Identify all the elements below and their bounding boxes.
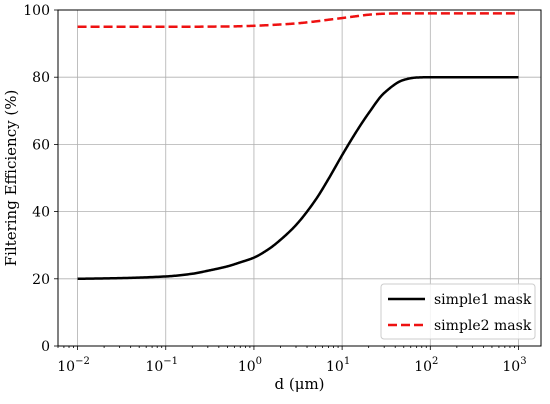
x-tick-label: 10−1 (145, 356, 178, 375)
series-line-2 (77, 12, 519, 29)
y-tick-label: 80 (32, 70, 50, 86)
legend: simple1 mask simple2 mask (380, 283, 536, 340)
x-tick-label: 100 (238, 356, 262, 375)
y-tick-label: 60 (32, 137, 50, 153)
plot-frame (57, 9, 542, 347)
y-axis-label: Filtering Efficiency (%) (2, 90, 20, 267)
series-layer (77, 12, 519, 281)
ticks-layer: 10−2 10−1 100 101 102 103 0 20 40 60 80 100 (23, 3, 526, 375)
x-tick-label: 103 (502, 356, 526, 375)
x-tick-label: 101 (326, 356, 350, 375)
legend-label-simple2: simple2 mask (434, 318, 532, 334)
x-tick-label: 10−2 (57, 356, 90, 375)
y-tick-label: 0 (41, 339, 50, 355)
y-tick-label: 20 (32, 272, 50, 288)
series-line-1 (77, 75, 519, 281)
legend-label-simple1: simple1 mask (434, 292, 532, 308)
y-tick-label: 100 (23, 3, 50, 19)
x-axis-label: d (μm) (274, 375, 324, 393)
y-tick-label: 40 (32, 205, 50, 221)
x-tick-label: 102 (414, 356, 438, 375)
